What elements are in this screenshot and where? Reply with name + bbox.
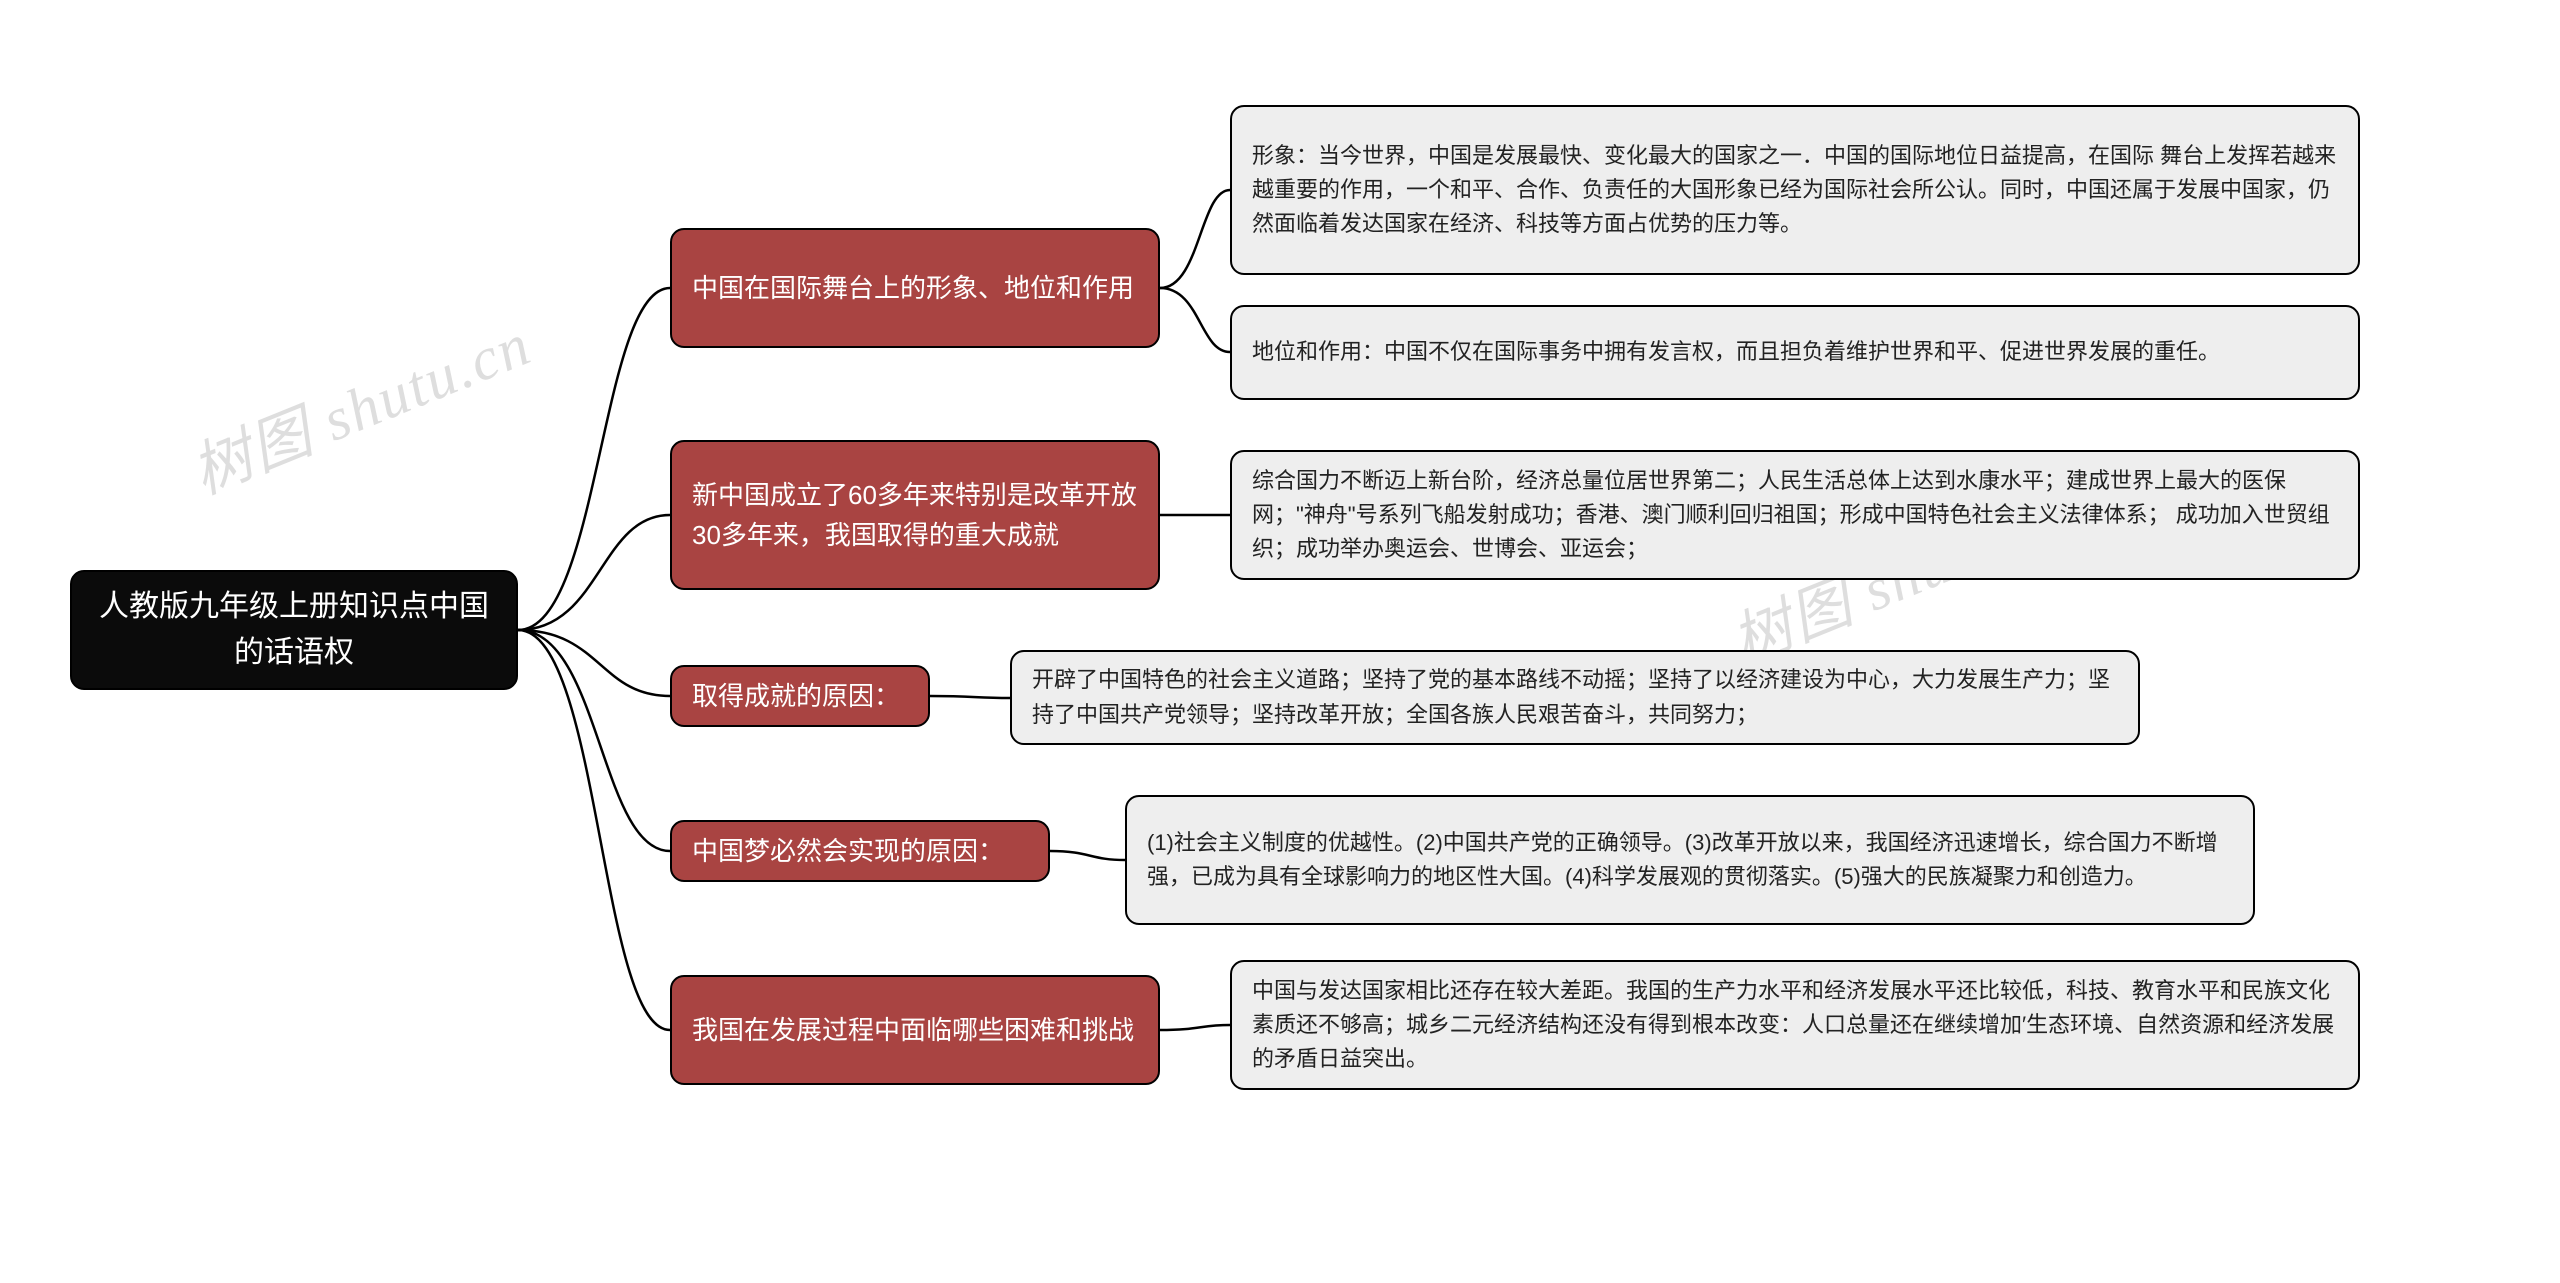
leaf-label: 综合国力不断迈上新台阶，经济总量位居世界第二；人民生活总体上达到水康水平；建成世…	[1252, 464, 2338, 566]
watermark: 树图 shutu.cn	[177, 296, 542, 511]
leaf-node-l4: (1)社会主义制度的优越性。(2)中国共产党的正确领导。(3)改革开放以来，我国…	[1125, 795, 2255, 925]
branch-label: 中国在国际舞台上的形象、地位和作用	[692, 268, 1134, 308]
leaf-node-l3: 开辟了中国特色的社会主义道路；坚持了党的基本路线不动摇；坚持了以经济建设为中心，…	[1010, 650, 2140, 745]
branch-node-b3: 取得成就的原因：	[670, 665, 930, 727]
branch-node-b4: 中国梦必然会实现的原因：	[670, 820, 1050, 882]
branch-node-b2: 新中国成立了60多年来特别是改革开放30多年来，我国取得的重大成就	[670, 440, 1160, 590]
leaf-label: 中国与发达国家相比还存在较大差距。我国的生产力水平和经济发展水平还比较低，科技、…	[1252, 974, 2338, 1076]
leaf-node-l2: 综合国力不断迈上新台阶，经济总量位居世界第二；人民生活总体上达到水康水平；建成世…	[1230, 450, 2360, 580]
mindmap-canvas: 树图 shutu.cn 树图 shutu.cn 人教版九年级上册知识点中国的话语…	[0, 0, 2560, 1283]
leaf-label: 开辟了中国特色的社会主义道路；坚持了党的基本路线不动摇；坚持了以经济建设为中心，…	[1032, 663, 2118, 731]
root-label: 人教版九年级上册知识点中国的话语权	[92, 584, 496, 677]
branch-label: 我国在发展过程中面临哪些困难和挑战	[692, 1010, 1134, 1050]
branch-label: 新中国成立了60多年来特别是改革开放30多年来，我国取得的重大成就	[692, 475, 1138, 556]
leaf-node-l1a: 形象：当今世界，中国是发展最快、变化最大的国家之一．中国的国际地位日益提高，在国…	[1230, 105, 2360, 275]
branch-node-b1: 中国在国际舞台上的形象、地位和作用	[670, 228, 1160, 348]
branch-node-b5: 我国在发展过程中面临哪些困难和挑战	[670, 975, 1160, 1085]
leaf-node-l5: 中国与发达国家相比还存在较大差距。我国的生产力水平和经济发展水平还比较低，科技、…	[1230, 960, 2360, 1090]
leaf-label: (1)社会主义制度的优越性。(2)中国共产党的正确领导。(3)改革开放以来，我国…	[1147, 826, 2233, 894]
root-node: 人教版九年级上册知识点中国的话语权	[70, 570, 518, 690]
branch-label: 中国梦必然会实现的原因：	[692, 831, 1004, 871]
leaf-label: 形象：当今世界，中国是发展最快、变化最大的国家之一．中国的国际地位日益提高，在国…	[1252, 139, 2338, 241]
branch-label: 取得成就的原因：	[692, 676, 900, 716]
leaf-node-l1b: 地位和作用：中国不仅在国际事务中拥有发言权，而且担负着维护世界和平、促进世界发展…	[1230, 305, 2360, 400]
leaf-label: 地位和作用：中国不仅在国际事务中拥有发言权，而且担负着维护世界和平、促进世界发展…	[1252, 335, 2220, 369]
